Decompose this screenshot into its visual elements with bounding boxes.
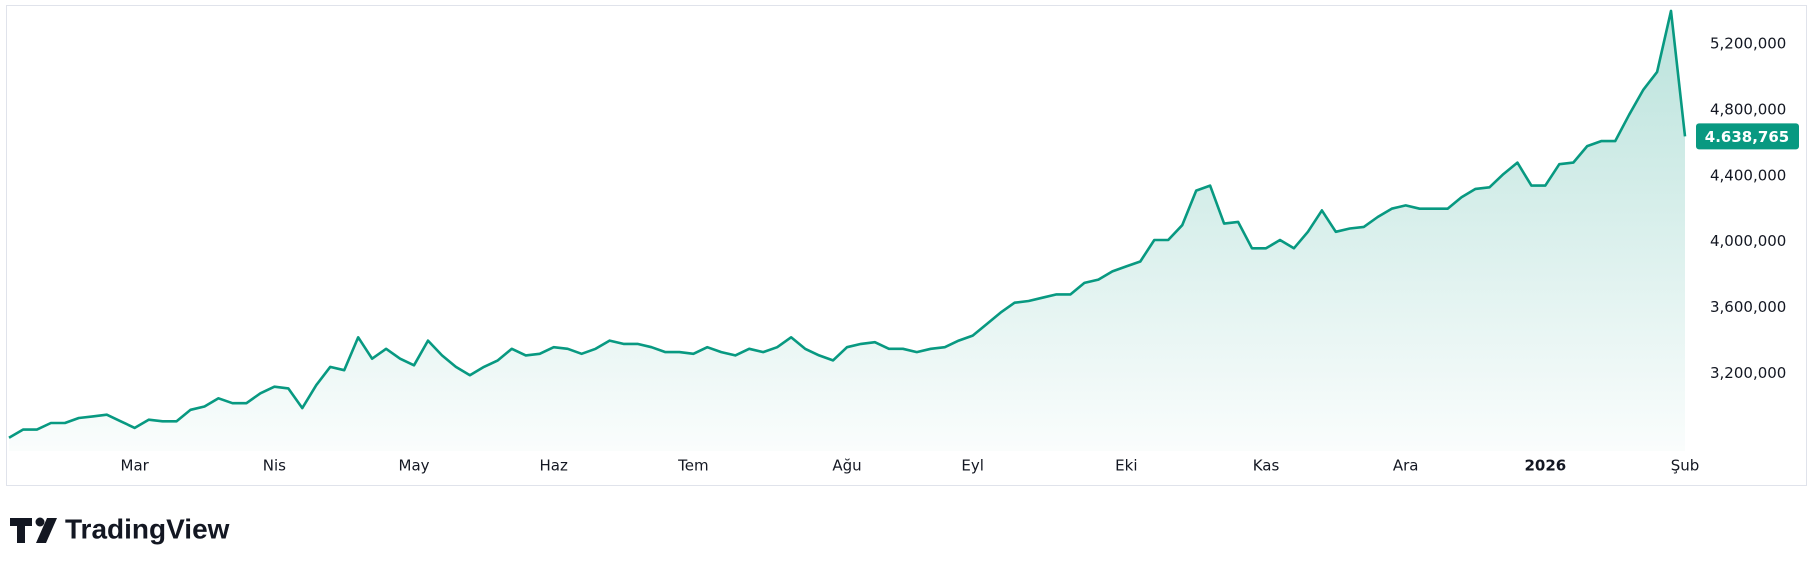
- x-tick-label: Nis: [263, 457, 286, 475]
- y-tick-label: 4,000,000: [1710, 232, 1786, 250]
- brand-logo[interactable]: TradingView: [10, 513, 230, 544]
- x-tick-label: May: [399, 457, 430, 475]
- x-tick-label: Şub: [1671, 457, 1700, 475]
- x-tick-label: 2026: [1524, 457, 1566, 475]
- logo-icon: [10, 518, 32, 543]
- brand-name: TradingView: [65, 513, 230, 544]
- y-tick-label: 3,200,000: [1710, 364, 1786, 382]
- last-price-badge: [1696, 123, 1799, 150]
- last-price-label: 4.638,765: [1705, 128, 1789, 146]
- x-tick-label: Kas: [1253, 457, 1280, 475]
- y-tick-label: 4,400,000: [1710, 166, 1786, 184]
- y-tick-label: 3,600,000: [1710, 298, 1786, 316]
- logo-icon: [35, 517, 45, 527]
- logo-icon: [36, 518, 57, 543]
- y-tick-label: 5,200,000: [1710, 34, 1786, 52]
- x-tick-label: Haz: [540, 457, 568, 475]
- axes: 3,200,000 3,600,000 4,000,000 4,400,000 4,80…: [121, 34, 1799, 475]
- x-tick-label: Eki: [1115, 457, 1137, 475]
- y-tick-label: 4,800,000: [1710, 100, 1786, 118]
- x-tick-label: Ağu: [832, 457, 861, 475]
- x-tick-label: Mar: [121, 457, 150, 475]
- plot-area: [8, 9, 1687, 452]
- x-tick-label: Ara: [1393, 457, 1419, 475]
- x-tick-label: Eyl: [961, 457, 984, 475]
- price-line: [8, 9, 1687, 439]
- x-tick-label: Tem: [677, 457, 708, 475]
